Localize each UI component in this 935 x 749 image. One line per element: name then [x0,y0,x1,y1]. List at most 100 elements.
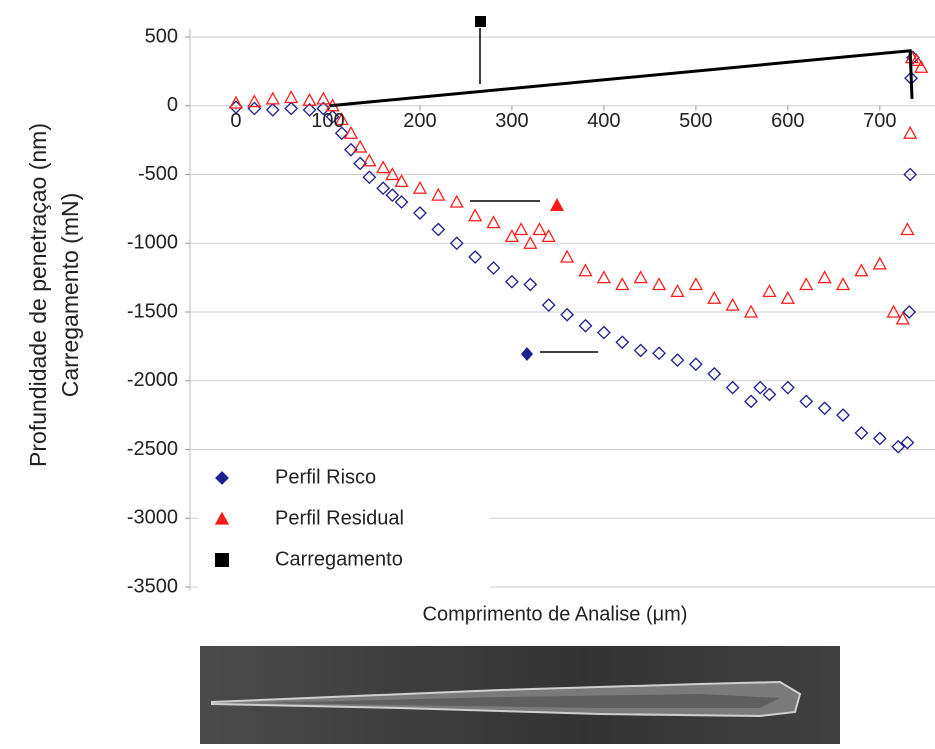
y-tick-label: -3000 [127,507,178,529]
y-axis-title: Profundidade de penetraçao (nm) [25,123,51,467]
legend-box [198,455,490,595]
x-tick-label: 0 [230,110,241,132]
point [615,277,630,291]
point [334,126,349,141]
callout-marker [550,198,564,211]
point [385,188,400,203]
point [578,318,593,333]
point [900,435,915,450]
point [541,229,556,243]
point [578,263,593,277]
point [670,353,685,368]
point [247,94,262,108]
point [762,387,777,402]
line [329,49,914,108]
y-tick-label: -500 [138,163,178,185]
point [817,401,832,416]
point [909,53,924,67]
point [615,335,630,350]
y-tick-label: -2500 [127,438,178,460]
point [394,174,409,188]
point [376,181,391,196]
point [854,426,869,440]
point [633,343,648,358]
point [265,102,280,117]
point [560,307,575,322]
point [362,153,377,167]
point [376,160,391,174]
point [468,250,483,264]
point [532,222,547,236]
callout-marker [475,16,486,27]
x-tick-label: 700 [863,110,896,132]
point [284,90,299,104]
point [514,222,529,236]
point [486,215,501,229]
y-tick-label: -1000 [127,232,178,254]
point [707,366,722,381]
point [651,277,667,291]
point [449,194,464,208]
point [302,102,317,117]
point [743,304,759,318]
point [523,277,538,292]
y-tick-label: 500 [145,25,178,47]
legend-marker [215,471,229,485]
point [902,305,917,319]
point [413,206,427,220]
point [560,249,575,263]
point [799,277,814,291]
point [596,325,611,340]
point [362,170,377,185]
point [504,274,519,289]
micrograph [200,646,840,744]
point [325,109,340,124]
point [486,261,501,275]
point [780,380,795,395]
point [468,208,483,222]
y-tick-label: -3500 [127,575,178,597]
x-tick-label: 400 [587,110,620,132]
legend-label: Carregamento [275,548,403,570]
point [344,142,358,157]
point [780,290,795,304]
legend-marker [215,553,229,567]
callout-marker [521,347,533,361]
point [265,91,280,105]
point [817,270,832,284]
point [412,180,428,194]
point [895,311,910,325]
point [688,277,703,291]
y-tick-label: -1500 [127,300,178,322]
point [670,284,685,298]
x-tick-label: 300 [495,110,528,132]
point [523,235,538,249]
point [449,236,464,251]
point [891,439,906,454]
point [334,112,349,126]
point [596,270,611,284]
point [872,256,887,270]
x-tick-label: 200 [403,110,436,132]
point [872,431,887,446]
point [541,298,556,313]
y-axis-title: Carregamento (mN) [57,193,83,398]
point [903,125,918,139]
point [835,277,851,291]
x-tick-label: 500 [679,110,712,132]
point [914,59,929,73]
legend-label: Perfil Risco [275,466,376,488]
point [385,167,400,181]
point [753,380,768,395]
point [707,290,722,304]
point [228,95,244,109]
point [353,139,368,153]
point [762,284,777,298]
point [302,92,317,106]
point [633,270,648,284]
x-tick-label: 600 [771,110,804,132]
point [744,394,758,409]
point [903,167,918,182]
point [431,187,446,201]
